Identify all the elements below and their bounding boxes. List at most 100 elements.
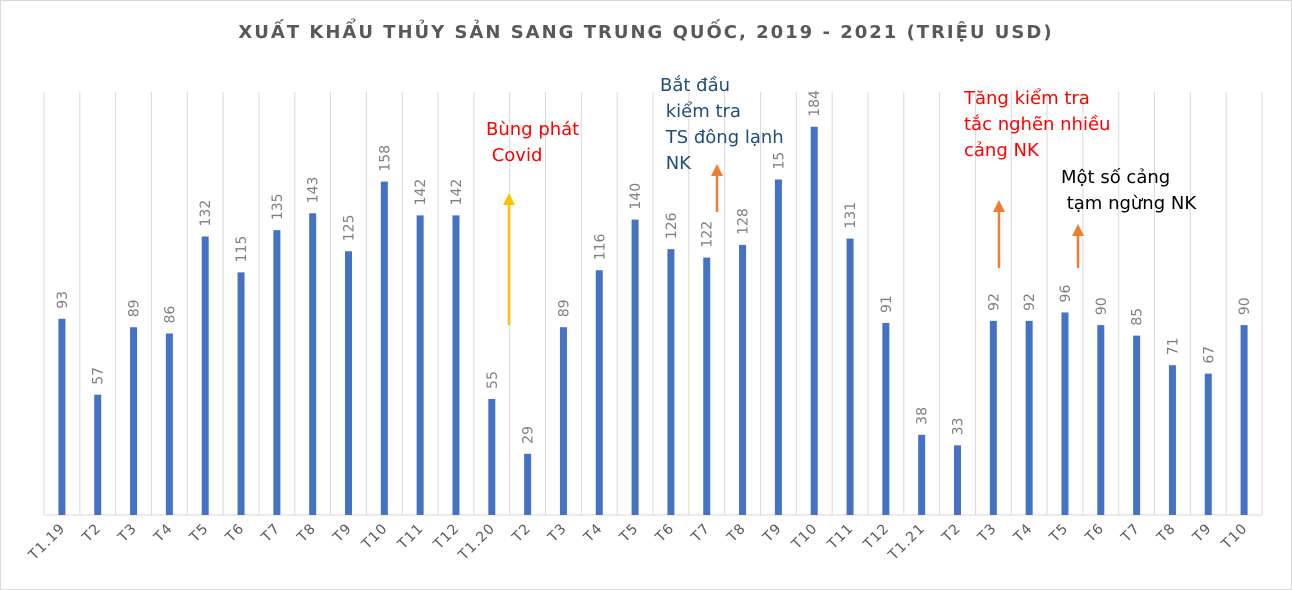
data-label: 90	[1094, 297, 1110, 315]
bar	[1025, 320, 1033, 515]
annotation-arrow-head	[503, 193, 515, 205]
bar	[631, 219, 639, 515]
bar	[1061, 312, 1069, 515]
x-tick-label: T6	[222, 521, 248, 547]
data-label: 86	[162, 306, 178, 324]
data-label: 92	[986, 293, 1002, 311]
bar	[94, 394, 102, 515]
data-label: 116	[592, 233, 608, 260]
annotation-arrow-head	[993, 200, 1005, 212]
x-tick-label: T3	[544, 521, 570, 547]
x-tick-label: T2	[509, 521, 535, 547]
data-label: 93	[55, 291, 71, 309]
bar	[524, 453, 532, 515]
annotation-covid-outbreak: Bùng phát Covid	[486, 119, 580, 166]
x-tick-label: T7	[258, 521, 284, 547]
data-label: 143	[306, 177, 322, 204]
x-tick-label: T9	[1189, 521, 1215, 547]
bar	[882, 322, 890, 515]
annotation-ports-suspended: Một số cảng tạm ngừng NK	[1061, 167, 1197, 214]
x-tick-label: T11	[394, 521, 427, 554]
x-tick-label: T4	[150, 521, 176, 547]
bar	[846, 238, 854, 515]
bar	[165, 333, 173, 515]
bar	[739, 244, 747, 516]
x-tick-label: T3	[974, 521, 1000, 547]
x-tick-label: T6	[1082, 521, 1108, 547]
data-label: 122	[700, 221, 716, 248]
data-label: 132	[198, 200, 214, 227]
bar	[810, 126, 818, 515]
data-label: 89	[127, 299, 143, 317]
x-tick-label: T9	[759, 521, 785, 547]
data-label: 140	[628, 183, 644, 210]
annotation-frozen-inspection: Bắt đầu kiểm tra TS đông lạnh NK	[660, 75, 784, 174]
data-label: 96	[1058, 285, 1074, 303]
bar	[201, 236, 209, 516]
x-tick-label: T4	[1010, 521, 1036, 547]
bar	[1168, 365, 1176, 515]
bar	[918, 434, 926, 515]
data-label: 55	[485, 371, 501, 389]
data-label: 89	[556, 299, 572, 317]
x-tick-label: T1.20	[455, 521, 499, 565]
bar	[1240, 325, 1248, 515]
annotation-increased-inspection: Tăng kiểm tra tắc nghẽn nhiều cảng NK	[964, 88, 1111, 161]
data-label: 71	[1165, 337, 1181, 355]
data-label: 38	[915, 407, 931, 425]
data-label: 115	[234, 236, 250, 263]
bar	[989, 320, 997, 515]
data-label: 15	[771, 152, 787, 170]
x-tick-label: T2	[939, 521, 965, 547]
bar	[416, 215, 424, 515]
x-tick-label: T10	[358, 521, 391, 554]
x-tick-label: T2	[79, 521, 105, 547]
data-label: 91	[879, 295, 895, 313]
bar	[595, 270, 603, 515]
bar	[58, 318, 66, 515]
data-label: 142	[413, 179, 429, 206]
x-tick-label: T12	[430, 521, 463, 554]
bar	[703, 257, 711, 515]
bar	[452, 215, 460, 515]
bar	[774, 179, 782, 515]
data-label: 92	[1022, 293, 1038, 311]
bar	[1204, 373, 1212, 515]
bar	[345, 251, 352, 515]
bar	[954, 445, 961, 515]
bar	[1097, 325, 1105, 515]
x-tick-label: T7	[688, 521, 714, 547]
data-label: 57	[91, 367, 107, 385]
data-label: 33	[951, 418, 967, 436]
x-tick-label: T7	[1118, 521, 1144, 547]
x-tick-label: T10	[788, 521, 821, 554]
bar	[309, 213, 317, 515]
x-tick-label: T8	[1153, 521, 1179, 547]
bar	[273, 230, 281, 515]
x-tick-label: T1.21	[885, 521, 929, 565]
x-tick-label: T5	[186, 521, 212, 547]
x-tick-label: T1.19	[25, 521, 69, 565]
annotation-arrow-head	[711, 164, 723, 176]
x-tick-label: T6	[652, 521, 678, 547]
x-tick-label: T12	[860, 521, 893, 554]
bar	[380, 181, 388, 515]
data-label: 90	[1237, 297, 1253, 315]
data-label: 184	[807, 90, 823, 117]
data-label: 135	[270, 193, 286, 220]
data-label: 128	[736, 208, 752, 235]
x-tick-label: T8	[724, 521, 750, 547]
x-tick-label: T4	[580, 521, 606, 547]
x-tick-label: T9	[330, 521, 356, 547]
data-label: 126	[664, 212, 680, 239]
data-label: 85	[1130, 308, 1146, 326]
bar	[1133, 335, 1141, 515]
chart-title: XUẤT KHẨU THỦY SẢN SANG TRUNG QUỐC, 2019…	[238, 22, 1054, 43]
data-label: 67	[1201, 346, 1217, 364]
annotation-arrow-head	[1072, 224, 1084, 236]
data-label: 29	[521, 426, 537, 444]
bar	[130, 327, 138, 515]
bar	[667, 249, 675, 515]
x-tick-label: T5	[1046, 521, 1072, 547]
